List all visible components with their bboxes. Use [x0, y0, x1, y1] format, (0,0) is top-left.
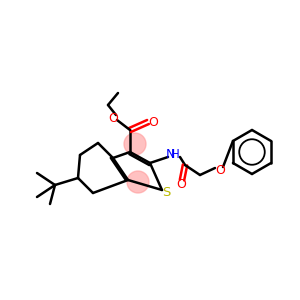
Text: O: O: [108, 112, 118, 124]
Text: S: S: [162, 185, 170, 199]
Circle shape: [124, 133, 146, 155]
Text: O: O: [176, 178, 186, 191]
Text: H: H: [171, 148, 179, 161]
Circle shape: [127, 171, 149, 193]
Text: N: N: [165, 148, 175, 161]
Text: O: O: [148, 116, 158, 128]
Text: O: O: [215, 164, 225, 176]
